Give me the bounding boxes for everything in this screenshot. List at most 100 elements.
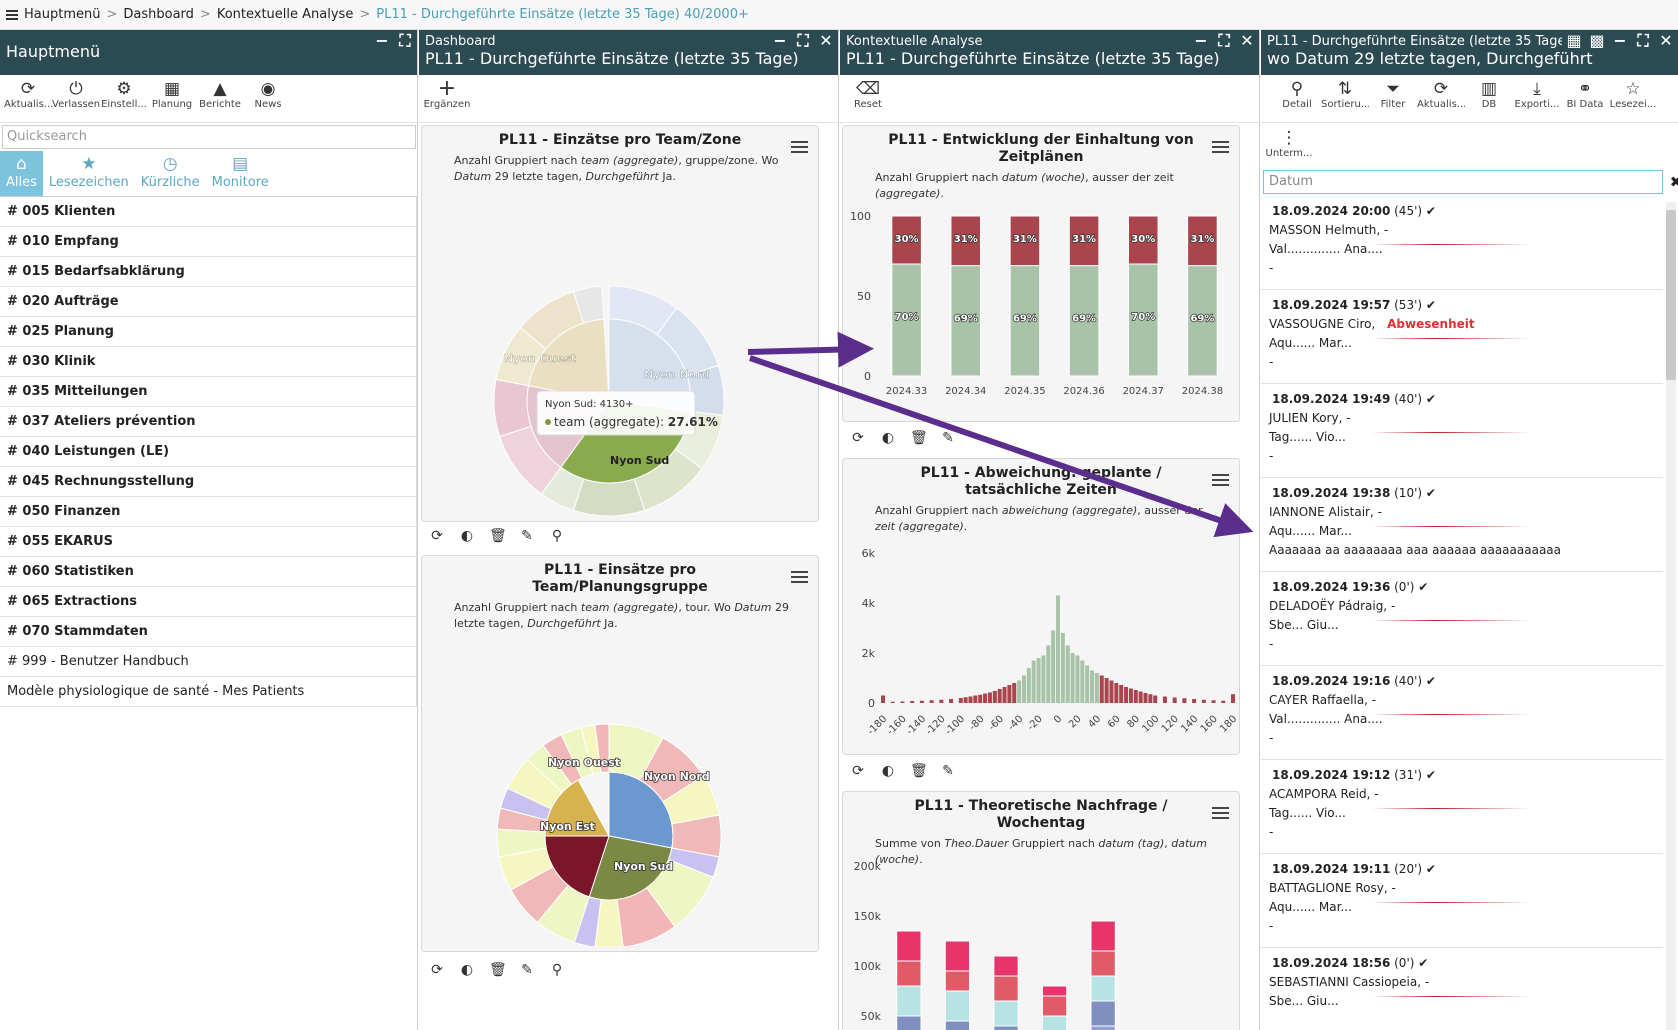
- close-icon[interactable]: ✕: [819, 31, 833, 50]
- list-item[interactable]: 18.09.2024 19:49 (40') ✔ JULIEN Kory, - Ta…: [1261, 384, 1663, 478]
- trash-icon[interactable]: 🗑: [489, 528, 507, 544]
- hide-icon[interactable]: ◐: [460, 528, 474, 544]
- team-group-sunburst[interactable]: Nyon Ouest Nyon Nord Nyon Est Nyon Sud: [422, 616, 819, 946]
- menu-item[interactable]: # 030 Klinik: [0, 347, 417, 377]
- refresh-icon[interactable]: ⟳: [852, 763, 864, 779]
- menu-item[interactable]: # 050 Finanzen: [0, 497, 417, 527]
- menu-item[interactable]: # 005 Klienten: [0, 197, 417, 227]
- news-button[interactable]: ◉ News: [244, 79, 292, 122]
- trash-icon[interactable]: 🗑: [910, 430, 928, 446]
- maximize-icon[interactable]: ⛶: [1218, 31, 1230, 50]
- deviation-bar-chart[interactable]: 0 2k 4k 6k -180-160-140-120-100 -80 -60 -40 -20 0…: [843, 545, 1240, 755]
- detail-button[interactable]: ⚲ Detail: [1273, 79, 1321, 122]
- more-button[interactable]: ⋮ Unterm...: [1265, 128, 1313, 168]
- entry-note: -: [1269, 825, 1274, 839]
- menu-item[interactable]: # 015 Bedarfsabklärung: [0, 257, 417, 287]
- tab-monitors[interactable]: ▤ Monitore: [206, 151, 275, 196]
- chart-title: PL11 - Abweichung: geplante / tatsächlic…: [920, 465, 1162, 498]
- team-zone-sunburst[interactable]: Nyon Ouest Nyon Nord Nyon Sud Nyon Sud: …: [422, 186, 819, 516]
- calendar-icon[interactable]: ▦: [1566, 31, 1582, 50]
- maximize-icon[interactable]: ⛶: [399, 31, 411, 50]
- chart-menu-icon[interactable]: [791, 138, 808, 156]
- tab-recent[interactable]: ◷ Kürzliche: [135, 151, 206, 196]
- menu-item[interactable]: # 020 Aufträge: [0, 287, 417, 317]
- menu-item[interactable]: # 040 Leistungen (LE): [0, 437, 417, 467]
- minimize-icon[interactable]: −: [375, 31, 389, 50]
- export-button[interactable]: ⤓ Exporti...: [1513, 79, 1561, 122]
- list-item[interactable]: 18.09.2024 19:57 (53') ✔ VASSOUGNE Ciro, …: [1261, 290, 1663, 384]
- close-icon[interactable]: ✕: [1659, 31, 1673, 50]
- menu-item[interactable]: # 010 Empfang: [0, 227, 417, 257]
- menu-item[interactable]: # 060 Statistiken: [0, 557, 417, 587]
- reset-button[interactable]: ⌫ Reset: [844, 79, 892, 122]
- bookmark-button[interactable]: ☆ Lesezei...: [1609, 79, 1657, 122]
- chart-menu-icon[interactable]: [791, 568, 808, 586]
- logout-button[interactable]: ⏻ Verlassen: [52, 79, 100, 122]
- db-button[interactable]: ▥ DB: [1465, 79, 1513, 122]
- refresh-button[interactable]: ⟳ Aktualis...: [1417, 79, 1465, 122]
- menu-item[interactable]: # 055 EKARUS: [0, 527, 417, 557]
- minimize-icon[interactable]: −: [773, 31, 787, 50]
- grid-icon[interactable]: ▩: [1589, 31, 1605, 50]
- bi-data-button[interactable]: ⚭ BI Data: [1561, 79, 1609, 122]
- quicksearch-input[interactable]: Quicksearch: [2, 125, 416, 149]
- clear-icon[interactable]: ✖: [1669, 173, 1678, 191]
- minimize-icon[interactable]: −: [1613, 31, 1627, 50]
- menu-item[interactable]: Modèle physiologique de santé - Mes Pati…: [0, 677, 417, 707]
- date-filter-input[interactable]: Datum: [1263, 170, 1663, 194]
- refresh-icon[interactable]: ⟳: [431, 962, 443, 978]
- tab-bookmarks[interactable]: ★ Lesezeichen: [43, 151, 135, 196]
- scrollbar[interactable]: [1666, 202, 1676, 1030]
- list-item[interactable]: 18.09.2024 19:11 (20') ✔ BATTAGLIONE Rosy…: [1261, 854, 1663, 948]
- list-item[interactable]: 18.09.2024 19:38 (10') ✔ IANNONE Alistair…: [1261, 478, 1663, 572]
- menu-item[interactable]: # 045 Rechnungsstellung: [0, 467, 417, 497]
- trash-icon[interactable]: 🗑: [910, 763, 928, 779]
- minimize-icon[interactable]: −: [1194, 31, 1208, 50]
- hide-icon[interactable]: ◐: [881, 763, 895, 779]
- hide-icon[interactable]: ◐: [881, 430, 895, 446]
- list-item[interactable]: 18.09.2024 20:00 (45') ✔ MASSON Helmuth, …: [1261, 196, 1663, 290]
- sort-button[interactable]: ⇅ Sortieru...: [1321, 79, 1369, 122]
- list-item[interactable]: 18.09.2024 19:12 (31') ✔ ACAMPORA Reid, -…: [1261, 760, 1663, 854]
- demand-bar-chart[interactable]: 50k 100k 150k 200k: [843, 860, 1240, 1030]
- chart-menu-icon[interactable]: [1212, 471, 1229, 489]
- zoom-icon[interactable]: ⚲: [551, 528, 563, 544]
- bar: [1021, 675, 1026, 703]
- settings-button[interactable]: ⚙ Einstell...: [100, 79, 148, 122]
- breadcrumb-item[interactable]: Hauptmenü: [24, 7, 101, 22]
- menu-item[interactable]: # 035 Mitteilungen: [0, 377, 417, 407]
- menu-item[interactable]: # 070 Stammdaten: [0, 617, 417, 647]
- chart-menu-icon[interactable]: [1212, 138, 1229, 156]
- planning-button[interactable]: ▦ Planung: [148, 79, 196, 122]
- breadcrumb-item[interactable]: Kontextuelle Analyse: [216, 7, 354, 22]
- schedule-bar-chart[interactable]: 0 50 100 70% 30% 2024.33 69% 31% 2024.34 69% 31% 20…: [843, 212, 1240, 422]
- close-icon[interactable]: ✕: [1240, 31, 1254, 50]
- chart-menu-icon[interactable]: [1212, 804, 1229, 822]
- filter-button[interactable]: ⏷ Filter: [1369, 79, 1417, 122]
- menu-item[interactable]: # 999 - Benutzer Handbuch: [0, 647, 417, 677]
- reports-button[interactable]: ▲ Berichte: [196, 79, 244, 122]
- zoom-icon[interactable]: ⚲: [551, 962, 563, 978]
- add-button[interactable]: + Ergänzen: [423, 79, 471, 122]
- refresh-icon[interactable]: ⟳: [852, 430, 864, 446]
- pencil-icon[interactable]: ✎: [521, 962, 533, 978]
- pencil-icon[interactable]: ✎: [521, 528, 533, 544]
- refresh-icon[interactable]: ⟳: [431, 528, 443, 544]
- list-item[interactable]: 18.09.2024 19:16 (40') ✔ CAYER Raffaella,…: [1261, 666, 1663, 760]
- menu-item[interactable]: # 065 Extractions: [0, 587, 417, 617]
- trash-icon[interactable]: 🗑: [489, 962, 507, 978]
- breadcrumb-item[interactable]: Dashboard: [123, 7, 194, 22]
- maximize-icon[interactable]: ⛶: [797, 31, 809, 50]
- hide-icon[interactable]: ◐: [460, 962, 474, 978]
- menu-item[interactable]: # 025 Planung: [0, 317, 417, 347]
- maximize-icon[interactable]: ⛶: [1637, 31, 1649, 50]
- pencil-icon[interactable]: ✎: [942, 763, 954, 779]
- list-item[interactable]: 18.09.2024 19:36 (0') ✔ DELADOËY Pádraig,…: [1261, 572, 1663, 666]
- refresh-button[interactable]: ⟳ Aktualis...: [4, 79, 52, 122]
- menu-item[interactable]: # 037 Ateliers prévention: [0, 407, 417, 437]
- bar: [890, 701, 895, 703]
- list-item[interactable]: 18.09.2024 18:56 (0') ✔ SEBASTIANNI Cassi…: [1261, 948, 1663, 1030]
- hamburger-icon[interactable]: [6, 8, 18, 22]
- tab-all[interactable]: ⌂ Alles: [0, 151, 43, 196]
- pencil-icon[interactable]: ✎: [942, 430, 954, 446]
